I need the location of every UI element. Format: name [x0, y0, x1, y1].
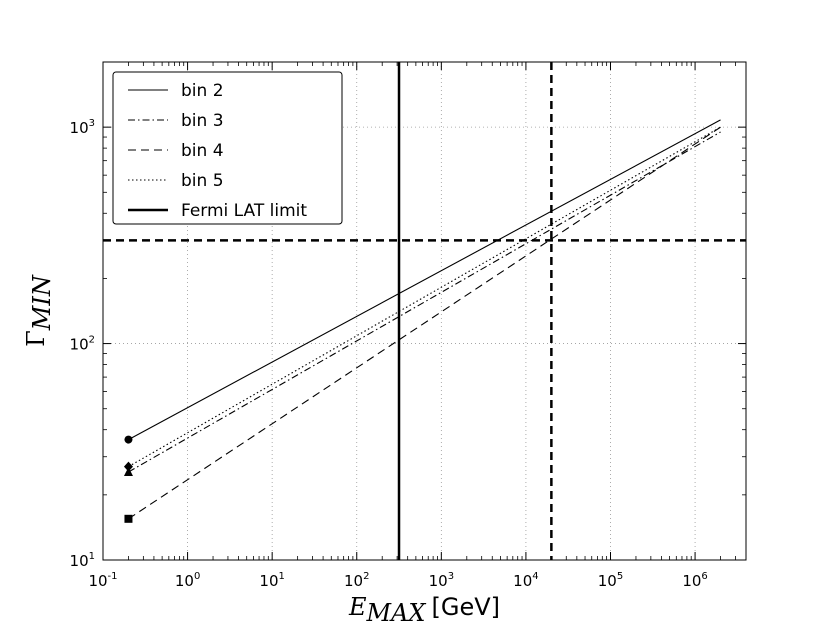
series-line-bin-4: [128, 126, 721, 520]
y-axis-label: ΓMIN: [22, 274, 56, 347]
ticks: [102, 62, 746, 561]
legend-box: [112, 71, 343, 225]
legend-label: bin 4: [181, 141, 224, 161]
x-tick-label: 100: [175, 571, 200, 590]
x-tick-label: 104: [513, 571, 538, 590]
x-tick-label: 101: [259, 571, 284, 590]
series-lines: [128, 119, 721, 520]
series-markers: [123, 435, 133, 523]
y-tick-label: 102: [70, 335, 95, 354]
y-tick-label: 101: [70, 551, 95, 570]
legend-label: bin 5: [181, 171, 224, 191]
series-marker-bin-4: [124, 514, 133, 523]
legend: bin 2 bin 3 bin 4 bin 5 Fermi LAT limit: [112, 71, 343, 225]
series-marker-bin-2: [124, 435, 133, 444]
legend-label: Fermi LAT limit: [181, 201, 307, 221]
legend-label: bin 2: [181, 81, 224, 101]
x-tick-label: 10-1: [88, 571, 117, 590]
x-tick-label: 106: [682, 571, 707, 590]
x-tick-label: 103: [429, 571, 454, 590]
x-tick-label: 102: [344, 571, 369, 590]
series-line-bin-5: [128, 126, 721, 468]
tick-labels: 10-1 100 101 102 103 104 105 106 101 102 103: [70, 118, 708, 590]
series-line-bin-2: [128, 119, 721, 441]
y-tick-label: 103: [70, 118, 95, 137]
x-tick-label: 105: [598, 571, 623, 590]
x-axis-label: EMAX [GeV]: [348, 593, 500, 623]
plot-frame: [102, 61, 747, 561]
series-marker-bin-5: [123, 461, 133, 472]
legend-label: bin 3: [181, 111, 224, 131]
series-line-bin-3: [128, 131, 721, 473]
